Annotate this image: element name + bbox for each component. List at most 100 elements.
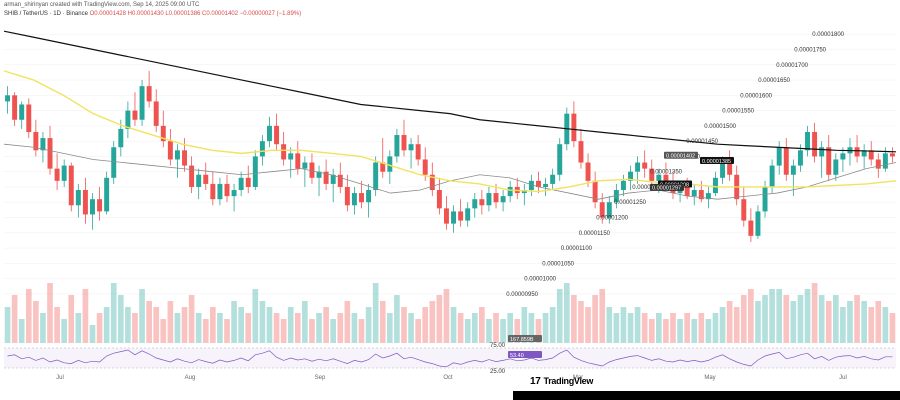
volume-bar [259, 301, 266, 343]
candle-body [507, 186, 513, 197]
candle [472, 193, 478, 218]
candle-body [422, 159, 428, 175]
volume-bar [882, 307, 889, 343]
candle [5, 86, 11, 114]
volume-bar [840, 307, 846, 343]
candle [373, 156, 379, 197]
volume-bar [110, 283, 117, 343]
volume-bar [40, 313, 46, 343]
candle [868, 141, 874, 166]
candle [755, 205, 761, 239]
candle [203, 162, 209, 191]
candle [316, 165, 322, 197]
candle [691, 183, 697, 206]
volume-bar [25, 289, 32, 343]
price-tags: 0.000014020.000013850.000013080.00001297… [508, 151, 734, 359]
volume-bar [875, 301, 882, 343]
candle-body [266, 125, 272, 142]
volume-tag-text: 167.859B [510, 337, 534, 343]
candle [61, 159, 67, 187]
candle [408, 138, 414, 169]
volume-bar [188, 295, 195, 343]
candle-body [819, 147, 825, 157]
volume-bar [563, 283, 570, 343]
candle-body [451, 211, 457, 224]
candle-body [691, 190, 697, 197]
candle [104, 171, 110, 215]
volume-bar [825, 301, 832, 343]
volume-bar [153, 307, 160, 343]
volume-bar [210, 307, 216, 343]
candle-body [521, 190, 527, 194]
candle-body [238, 177, 244, 191]
volume-bar [648, 319, 655, 343]
candle-body [620, 180, 626, 191]
candle-body [125, 110, 131, 129]
candle [224, 174, 230, 203]
volume-bar [847, 301, 853, 343]
price-tick-label: 0.00001300 [632, 185, 664, 191]
tradingview-logo[interactable]: 17 TradingView [530, 376, 593, 387]
grid [4, 33, 896, 295]
candle [826, 135, 832, 181]
price-tag: 0.00001297 [650, 183, 684, 192]
candle-body [443, 208, 449, 224]
candle [82, 177, 88, 224]
candle-body [316, 171, 322, 178]
rsi-tag-text: 53.40 [510, 353, 524, 359]
price-tag-text: 0.00001385 [702, 159, 731, 165]
volume-bar [401, 307, 407, 343]
candle-body [359, 193, 364, 203]
candle-body [47, 138, 53, 169]
candle [507, 180, 513, 203]
price-tick-label: 0.00001350 [650, 170, 682, 176]
candle [359, 180, 364, 209]
candle [111, 141, 117, 184]
candle [259, 135, 265, 166]
candle [776, 141, 782, 175]
ohlc-readout: O0.00001428 H0.00001430 L0.00001386 C0.0… [89, 11, 302, 17]
volume-bar [167, 301, 174, 343]
volume-bar [337, 313, 344, 343]
candle-body [97, 199, 103, 212]
price-tick-label: 0.00001550 [722, 109, 754, 115]
candle [578, 128, 584, 169]
volume-bar [698, 313, 705, 343]
volume-bar [415, 319, 421, 343]
volume-bar [691, 319, 698, 343]
candle-body [309, 162, 315, 178]
volume-bar [89, 325, 96, 343]
candle [139, 80, 145, 126]
candle-body [429, 174, 435, 191]
volume-bar [47, 283, 53, 343]
candle [245, 165, 251, 194]
candle-body [394, 135, 400, 157]
candle-body [479, 199, 485, 206]
volume-bar [287, 307, 294, 343]
volume-bar [195, 313, 202, 343]
candle-body [401, 135, 407, 151]
candle [769, 159, 775, 194]
volume-bar [231, 301, 237, 343]
candle [323, 159, 329, 191]
candle-body [245, 177, 251, 187]
candle-body [160, 125, 166, 142]
candle-body [889, 153, 895, 157]
candle-body [146, 86, 152, 102]
candle [521, 183, 527, 206]
candle [606, 196, 612, 224]
ma-black-line [3, 30, 897, 153]
volume-bar [641, 313, 648, 343]
candle-body [196, 174, 202, 187]
volume-bar [294, 313, 301, 343]
volume-bar [252, 289, 259, 343]
volume-bar [748, 289, 754, 343]
candle [628, 165, 634, 191]
candle [592, 171, 598, 209]
candle-body [741, 199, 747, 221]
volume-pane [4, 283, 896, 343]
volume-bar [68, 295, 75, 343]
price-tag-box [664, 151, 698, 159]
candle [451, 205, 457, 233]
